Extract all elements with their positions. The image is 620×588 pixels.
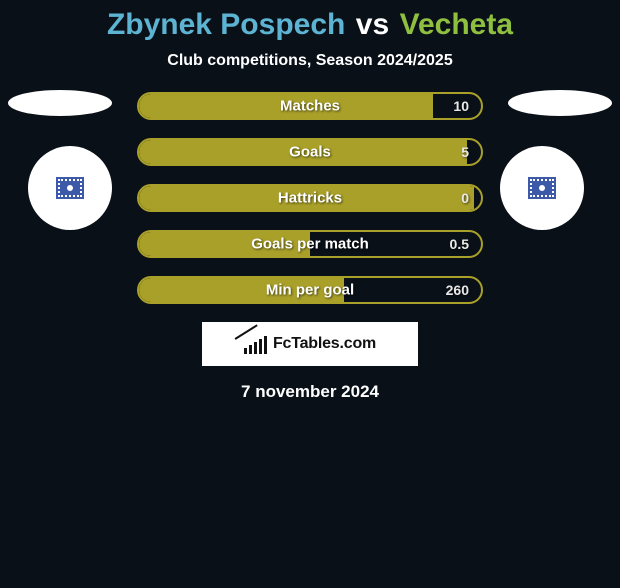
stat-bar-value: 10	[453, 98, 469, 114]
stat-bar-label: Goals per match	[251, 236, 369, 253]
stat-bar-value: 260	[446, 282, 469, 298]
player-b-name: Vecheta	[400, 8, 513, 41]
stat-bar: Min per goal 260	[137, 276, 483, 304]
brand-box: FcTables.com	[202, 322, 418, 366]
stat-bar: Hattricks 0	[137, 184, 483, 212]
vs-word: vs	[356, 8, 389, 41]
stat-bars: Matches 10 Goals 5 Hattricks 0 Goals per match…	[137, 70, 483, 304]
left-player-badges	[0, 70, 120, 410]
brand-bars-icon	[244, 334, 267, 354]
stat-bar-value: 0	[461, 190, 469, 206]
right-club-badge	[500, 146, 584, 230]
stat-bar-label: Hattricks	[278, 190, 342, 207]
stat-bar: Matches 10	[137, 92, 483, 120]
stat-bar-label: Min per goal	[266, 282, 354, 299]
placeholder-crest-icon	[58, 179, 82, 197]
left-club-badge	[28, 146, 112, 230]
stat-bar: Goals 5	[137, 138, 483, 166]
subtitle: Club competitions, Season 2024/2025	[0, 52, 620, 70]
stat-bar-label: Matches	[280, 98, 340, 115]
stat-bar-value: 0.5	[450, 236, 469, 252]
stat-bar-label: Goals	[289, 144, 331, 161]
stat-bar-value: 5	[461, 144, 469, 160]
page-title: Zbynek Pospech vs Vecheta	[0, 8, 620, 42]
placeholder-crest-icon	[530, 179, 554, 197]
stat-bar: Goals per match 0.5	[137, 230, 483, 258]
player-a-name: Zbynek Pospech	[107, 8, 345, 41]
left-oval-placeholder	[8, 90, 112, 116]
right-player-badges	[500, 70, 620, 410]
brand-text: FcTables.com	[273, 335, 376, 353]
comparison-panel: Matches 10 Goals 5 Hattricks 0 Goals per match…	[0, 70, 620, 402]
right-oval-placeholder	[508, 90, 612, 116]
